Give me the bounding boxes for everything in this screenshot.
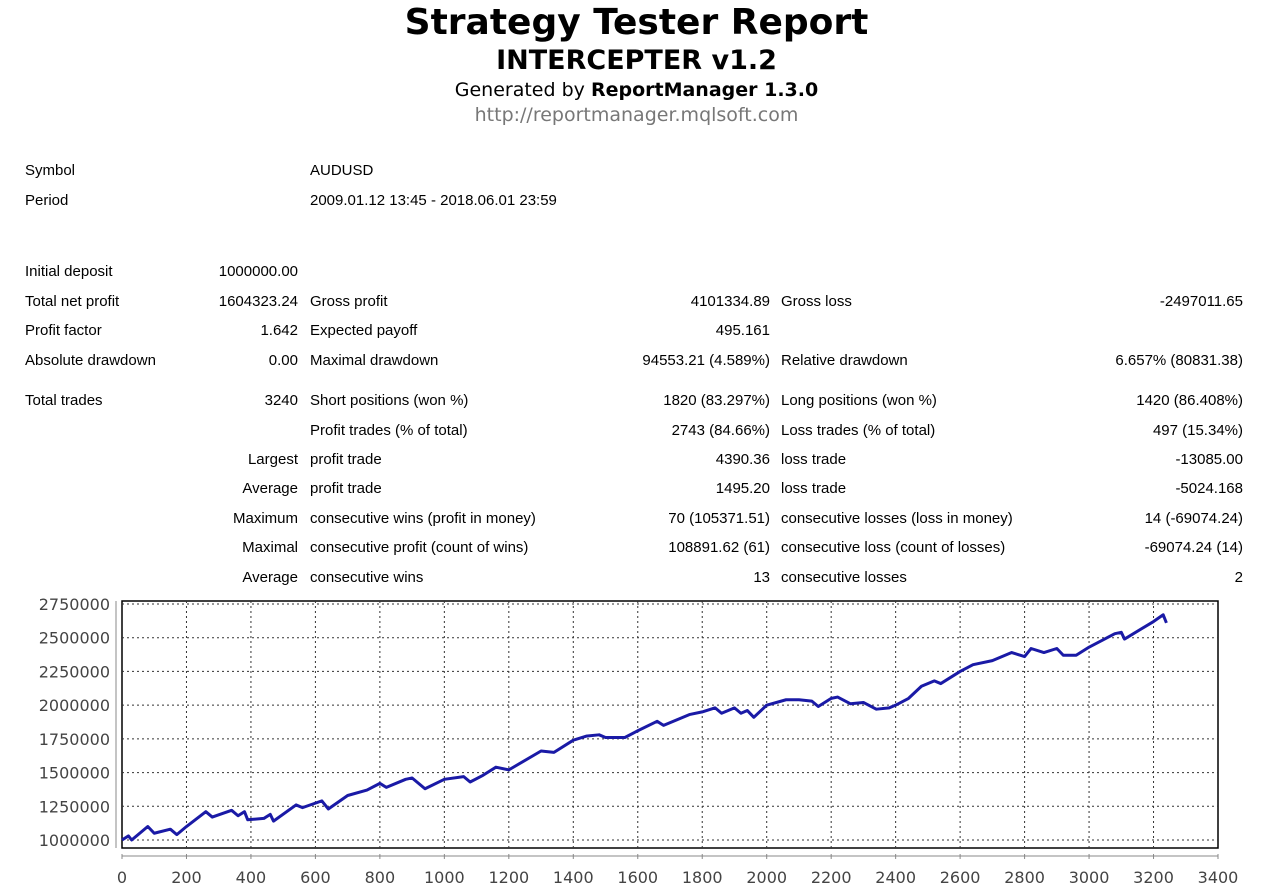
x-tick-label: 3400: [1198, 868, 1239, 887]
stat-value: 1495.20: [715, 480, 770, 497]
x-tick-label: 400: [236, 868, 267, 887]
x-tick-label: 800: [365, 868, 396, 887]
x-tick-label: 2800: [1004, 868, 1045, 887]
stat-label: Long positions (won %): [781, 392, 937, 409]
stat-label: consecutive losses (loss in money): [781, 510, 1013, 527]
stat-value: -5024.168: [1175, 480, 1243, 497]
stat-value: 1420 (86.408%): [1136, 392, 1243, 409]
generated-prefix: Generated by: [454, 79, 585, 101]
y-tick-label: 2250000: [39, 662, 110, 681]
x-tick-label: 2200: [811, 868, 852, 887]
x-tick-label: 3200: [1133, 868, 1174, 887]
stat-label: Maximal drawdown: [310, 352, 439, 369]
x-tick-label: 1200: [488, 868, 529, 887]
generator-name: ReportManager 1.3.0: [590, 79, 819, 101]
info-label: Period: [25, 192, 69, 209]
stat-value: 4101334.89: [690, 293, 770, 310]
stat-label: profit trade: [310, 451, 382, 468]
stat-value: 1820 (83.297%): [663, 392, 770, 409]
stat-value: 13: [753, 569, 770, 586]
stat-value: -2497011.65: [1159, 293, 1243, 310]
stat-label: Expected payoff: [310, 322, 418, 339]
balance-line: [121, 613, 1168, 842]
y-tick-label: 2500000: [39, 629, 110, 648]
stat-label: Profit factor: [25, 322, 102, 339]
x-tick-label: 3000: [1069, 868, 1110, 887]
x-tick-label: 600: [300, 868, 331, 887]
stat-value: 2743 (84.66%): [671, 422, 770, 439]
stat-value: 70 (105371.51): [668, 510, 770, 527]
stat-label: Initial deposit: [25, 263, 113, 280]
stat-value: 1000000.00: [218, 263, 298, 280]
stat-label: loss trade: [781, 480, 847, 497]
x-tick-label: 2000: [746, 868, 787, 887]
expert-name: INTERCEPTER v1.2: [496, 45, 777, 76]
x-tick-label: 0: [117, 868, 127, 887]
info-value: 2009.01.12 13:45 - 2018.06.01 23:59: [310, 192, 557, 209]
stat-label: Gross loss: [781, 293, 852, 310]
stat-label: consecutive losses: [781, 569, 907, 586]
stat-label: Total net profit: [25, 293, 120, 310]
stat-value: Average: [242, 569, 298, 586]
stat-label: Short positions (won %): [310, 392, 469, 409]
stat-value: 2: [1234, 569, 1243, 586]
y-tick-label: 2750000: [39, 595, 110, 614]
stat-value: 1.642: [260, 322, 298, 339]
info-label: Symbol: [25, 162, 76, 179]
stat-value: Average: [242, 480, 298, 497]
x-tick-label: 200: [171, 868, 202, 887]
x-tick-label: 1000: [424, 868, 465, 887]
y-tick-label: 2000000: [39, 696, 110, 715]
stat-value: Maximal: [242, 539, 298, 556]
stat-label: loss trade: [781, 451, 847, 468]
y-tick-label: 1500000: [39, 764, 110, 783]
stat-value: 0.00: [268, 352, 298, 369]
report-title: Strategy Tester Report: [404, 2, 869, 43]
x-tick-label: 1600: [617, 868, 658, 887]
stat-label: Relative drawdown: [781, 352, 908, 369]
stat-label: Total trades: [25, 392, 103, 409]
stat-value: -69074.24 (14): [1144, 539, 1243, 556]
generator-url[interactable]: http://reportmanager.mqlsoft.com: [474, 104, 799, 126]
stat-label: consecutive wins (profit in money): [310, 510, 536, 527]
x-tick-label: 2600: [940, 868, 981, 887]
stat-label: Profit trades (% of total): [310, 422, 468, 439]
y-tick-label: 1750000: [39, 730, 110, 749]
stat-value: 3240: [264, 392, 298, 409]
x-tick-label: 1800: [682, 868, 723, 887]
stat-label: profit trade: [310, 480, 382, 497]
stat-value: 14 (-69074.24): [1144, 510, 1243, 527]
stat-label: consecutive wins: [310, 569, 424, 586]
x-tick-label: 2400: [875, 868, 916, 887]
stat-value: 1604323.24: [218, 293, 298, 310]
stat-value: 108891.62 (61): [668, 539, 770, 556]
stat-value: 495.161: [715, 322, 770, 339]
stat-value: -13085.00: [1175, 451, 1243, 468]
stat-value: 6.657% (80831.38): [1115, 352, 1243, 369]
x-tick-label: 1400: [553, 868, 594, 887]
info-value: AUDUSD: [310, 162, 374, 179]
stat-value: Largest: [247, 451, 298, 468]
stat-value: 4390.36: [715, 451, 770, 468]
stat-value: 497 (15.34%): [1152, 422, 1243, 439]
stat-label: Absolute drawdown: [25, 352, 156, 369]
stat-label: Gross profit: [310, 293, 388, 310]
y-tick-label: 1000000: [39, 831, 110, 850]
stat-value: 94553.21 (4.589%): [642, 352, 770, 369]
y-tick-label: 1250000: [39, 797, 110, 816]
stat-label: consecutive profit (count of wins): [310, 539, 529, 556]
stat-label: Loss trades (% of total): [781, 422, 936, 439]
generated-by: Generated by ReportManager 1.3.0: [0, 79, 1273, 101]
stat-label: consecutive loss (count of losses): [781, 539, 1006, 556]
stat-value: Maximum: [232, 510, 298, 527]
